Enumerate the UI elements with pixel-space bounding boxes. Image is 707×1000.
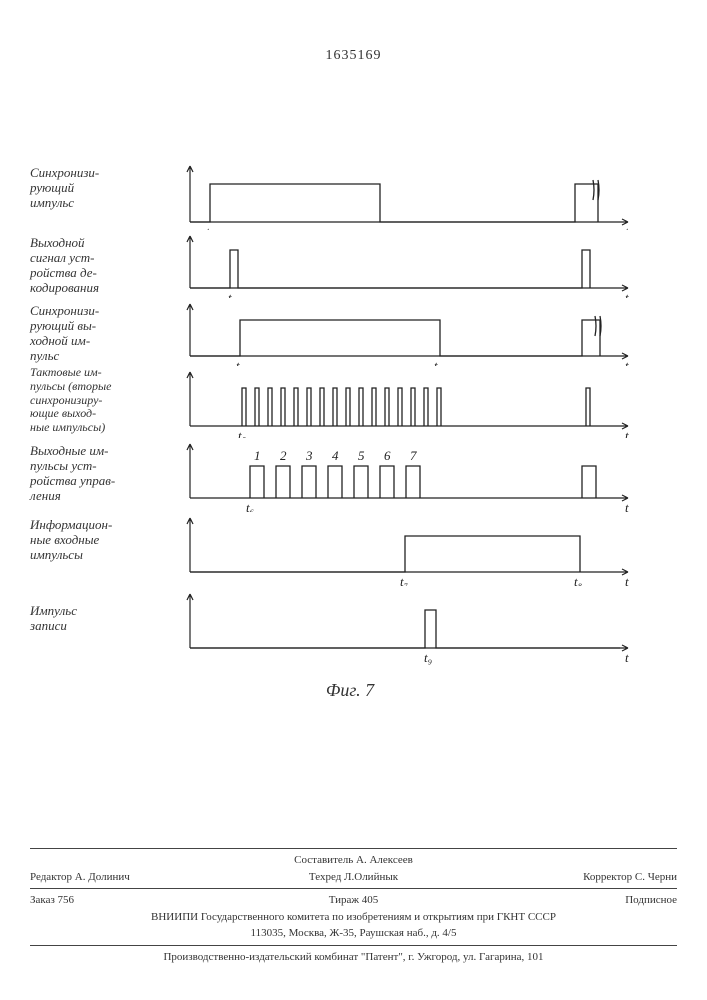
pulse-number: 1 (254, 448, 261, 463)
footer-tirage: Тираж 405 (246, 892, 462, 909)
footer-subscription: Подписное (461, 892, 677, 909)
signal-waveform: t₅ t (180, 366, 640, 438)
footer-block: Составитель А. Алексеев Редактор А. Доли… (30, 845, 677, 965)
signal-label: Информацион-ные входныеимпульсы (30, 518, 170, 563)
axis-label-t: t (625, 650, 629, 665)
footer-compiler: Составитель А. Алексеев (30, 852, 677, 869)
axis-label-t: t (625, 574, 629, 586)
timing-diagram: Синхронизи-рующийимпульс t₁ t Выходнойси… (60, 160, 640, 666)
time-marker: t₉ (424, 650, 432, 665)
signal-row-sync: Синхронизи-рующийимпульс t₁ t (60, 160, 640, 230)
time-marker: t₇ (400, 574, 409, 586)
signal-waveform: t₃ t₄ t (180, 298, 640, 366)
signal-row-control-out: Выходные им-пульсы уст-ройства управ-лен… (60, 438, 640, 512)
signal-row-decode-out: Выходнойсигнал уст-ройства де-кодировани… (60, 230, 640, 298)
signal-label: Синхронизи-рующийимпульс (30, 166, 170, 211)
signal-row-sync-out: Синхронизи-рующий вы-ходной им-пульс t₃ … (60, 298, 640, 366)
pulse-number: 5 (358, 448, 365, 463)
axis-label-t: t (625, 500, 629, 512)
axis-label-t: t (625, 290, 629, 298)
footer-producer: Производственно-издательский комбинат "П… (30, 949, 677, 966)
time-marker: t₅ (238, 428, 246, 438)
time-marker: t₃ (236, 358, 244, 366)
time-marker: t₈ (574, 574, 583, 586)
signal-label: Выходнойсигнал уст-ройства де-кодировани… (30, 236, 170, 296)
pulse-number: 4 (332, 448, 339, 463)
signal-label: Выходные им-пульсы уст-ройства управ-лен… (30, 444, 170, 504)
pulse-number: 3 (305, 448, 313, 463)
figure-caption: Фиг. 7 (60, 680, 640, 701)
time-marker: t₄ (434, 358, 443, 366)
signal-waveform: t₂ t (180, 230, 640, 298)
signal-label: Импульсзаписи (30, 604, 170, 634)
time-marker: t₆ (246, 500, 254, 512)
pulse-number: 7 (410, 448, 417, 463)
signal-waveform: t₁ t (180, 160, 640, 230)
signal-label: Тактовые им-пульсы (вторыесинхронизиру-ю… (30, 366, 170, 435)
signal-waveform: t₉ t (180, 586, 640, 666)
footer-techred: Техред Л.Олийнык (246, 869, 462, 886)
patent-page: 1635169 Синхронизи-рующийимпульс t₁ t Вы… (0, 0, 707, 1000)
footer-org2: 113035, Москва, Ж-35, Раушская наб., д. … (30, 925, 677, 942)
pulse-number: 2 (280, 448, 287, 463)
signal-label: Синхронизи-рующий вы-ходной им-пульс (30, 304, 170, 364)
pulse-number: 6 (384, 448, 391, 463)
signal-waveform: t₇ t₈ t (180, 512, 640, 586)
signal-waveform: 1 2 3 4 5 6 7 t₆ t (180, 438, 640, 512)
footer-org1: ВНИИПИ Государственного комитета по изоб… (30, 909, 677, 926)
footer-corrector: Корректор С. Черни (461, 869, 677, 886)
time-marker: t₂ (228, 290, 237, 298)
footer-order: Заказ 756 (30, 892, 246, 909)
footer-editor: Редактор А. Долинич (30, 869, 246, 886)
axis-label-t: t (625, 358, 629, 366)
signal-row-clock: Тактовые им-пульсы (вторыесинхронизиру-ю… (60, 366, 640, 438)
signal-row-info-in: Информацион-ные входныеимпульсы t₇ t₈ t (60, 512, 640, 586)
patent-number: 1635169 (0, 48, 707, 64)
signal-row-write: Импульсзаписи t₉ t (60, 586, 640, 666)
axis-label-t: t (625, 428, 629, 438)
